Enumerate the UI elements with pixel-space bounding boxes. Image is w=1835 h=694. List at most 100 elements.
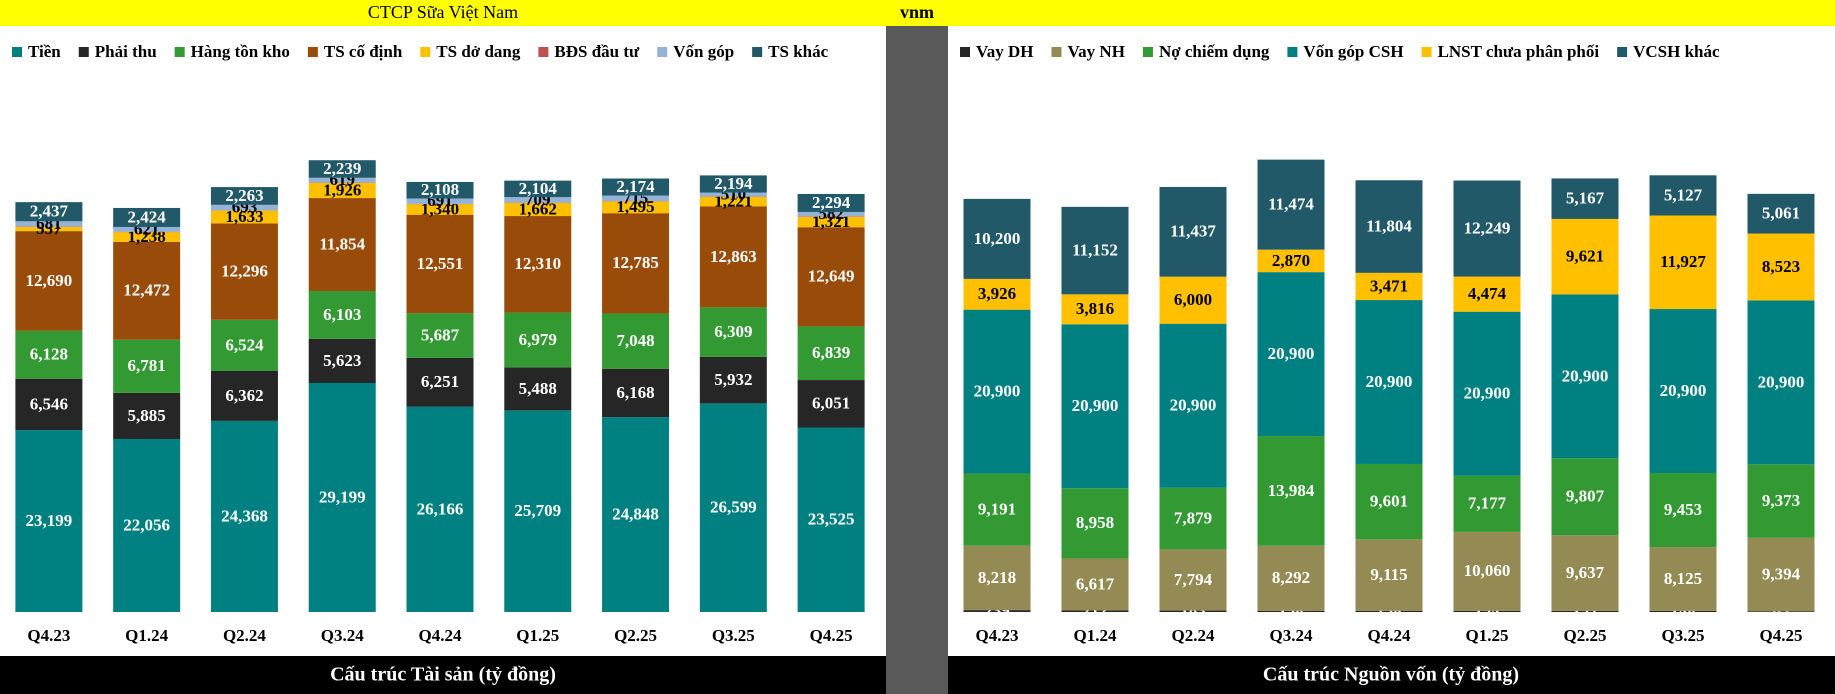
legend-swatch (960, 47, 970, 57)
bar-segment (1061, 610, 1129, 612)
legend-swatch (657, 47, 668, 57)
bar-segment (797, 227, 865, 327)
data-label: 20,900 (1660, 381, 1707, 400)
data-label: 25,709 (514, 501, 561, 520)
bar-segment (797, 193, 865, 212)
bar-segment (1257, 272, 1325, 437)
data-label: 6,128 (30, 345, 68, 364)
data-label: 1,926 (323, 180, 361, 199)
bar-segment (504, 410, 572, 612)
x-tick-label: Q1.24 (125, 626, 168, 645)
data-label: 20,900 (1366, 372, 1413, 391)
data-label: 11,474 (1268, 195, 1314, 214)
data-label: 9,191 (978, 500, 1016, 519)
data-label: 1,662 (519, 199, 557, 218)
legend-swatch (1051, 47, 1062, 57)
data-label: 9,394 (1762, 565, 1801, 584)
bar-segment (1257, 545, 1325, 611)
data-label: 9,115 (1370, 565, 1407, 584)
data-label: 12,296 (221, 262, 268, 281)
legend-label: Phải thu (95, 42, 157, 61)
data-label: 2,294 (812, 193, 851, 212)
data-label: 20,900 (1268, 344, 1315, 363)
bar-segment (602, 368, 670, 418)
bar-segment (602, 201, 670, 214)
data-label: 24,848 (612, 504, 659, 523)
bar-segment (308, 177, 376, 183)
bar-segment (797, 380, 865, 428)
data-label: 20,900 (1464, 384, 1511, 403)
header-bar (0, 0, 1835, 26)
bar-segment (797, 216, 865, 228)
data-label: 2,424 (128, 207, 167, 226)
bar-segment (963, 198, 1031, 279)
bar-segment (1747, 193, 1815, 234)
legend-label: LNST chưa phân phối (1438, 42, 1600, 61)
data-label: 2,263 (225, 186, 263, 205)
bar-segment (602, 213, 670, 314)
data-label: 3,816 (1076, 299, 1114, 318)
bar-segment (308, 160, 376, 178)
bar-segment (699, 175, 767, 193)
bar-segment (1257, 436, 1325, 546)
bar-segment (602, 313, 670, 369)
data-label: 12,472 (123, 281, 170, 300)
bar-segment (1159, 549, 1227, 611)
bar-segment (1355, 180, 1423, 273)
legend-swatch (1287, 47, 1298, 57)
legend-label: BĐS đầu tư (554, 42, 640, 61)
bar-segment (699, 403, 767, 612)
bar-segment (1649, 175, 1717, 216)
bar-segment (504, 197, 572, 203)
bar-segment (113, 241, 181, 340)
data-label: 5,488 (519, 379, 557, 398)
data-label: 2,104 (519, 179, 558, 198)
data-label: 6,000 (1174, 290, 1212, 309)
bar-segment (308, 198, 376, 292)
data-label: 3,926 (978, 284, 1016, 303)
bar-segment (406, 214, 474, 314)
data-label: 6,979 (519, 330, 557, 349)
data-label: 2,174 (616, 177, 655, 196)
data-label: 13,984 (1268, 481, 1315, 500)
bar-segment (15, 430, 83, 612)
data-label: 20,900 (1072, 396, 1119, 415)
bar-segment (1453, 531, 1521, 611)
data-label: 5,932 (714, 370, 752, 389)
data-label: 6,839 (812, 343, 850, 362)
data-label: 8,958 (1076, 513, 1114, 532)
bar-segment (699, 192, 767, 197)
bar-segment (15, 221, 83, 227)
bar-segment (1551, 535, 1619, 611)
bar-segment (210, 420, 278, 612)
data-label: 5,167 (1566, 189, 1605, 208)
legend-label: Vay DH (976, 42, 1033, 61)
data-label: 24,368 (221, 506, 268, 525)
bar-segment (699, 356, 767, 404)
data-label: 9,807 (1566, 487, 1605, 506)
bar-segment (1649, 610, 1717, 612)
bar-segment (504, 180, 572, 198)
bar-segment (15, 202, 83, 222)
bar-segment (406, 406, 474, 612)
data-label: 6,168 (616, 383, 654, 402)
bar-segment (15, 330, 83, 379)
data-label: 11,152 (1072, 241, 1118, 260)
bar-segment (1257, 610, 1325, 612)
data-label: 12,310 (514, 254, 561, 273)
data-label: 22,056 (123, 515, 170, 534)
data-label: 5,687 (421, 325, 460, 344)
data-label: 2,437 (30, 202, 69, 221)
data-label: 12,249 (1464, 218, 1511, 237)
bar-segment (1747, 464, 1815, 538)
data-label: 26,166 (417, 499, 464, 518)
data-label: 12,785 (612, 253, 659, 272)
data-label: 23,199 (26, 511, 73, 530)
bar-segment (210, 187, 278, 205)
bar-segment (504, 216, 572, 313)
x-tick-label: Q1.25 (1466, 626, 1509, 645)
data-label: 6,524 (225, 335, 264, 354)
x-tick-label: Q1.24 (1074, 626, 1117, 645)
data-label: 10,060 (1464, 561, 1511, 580)
